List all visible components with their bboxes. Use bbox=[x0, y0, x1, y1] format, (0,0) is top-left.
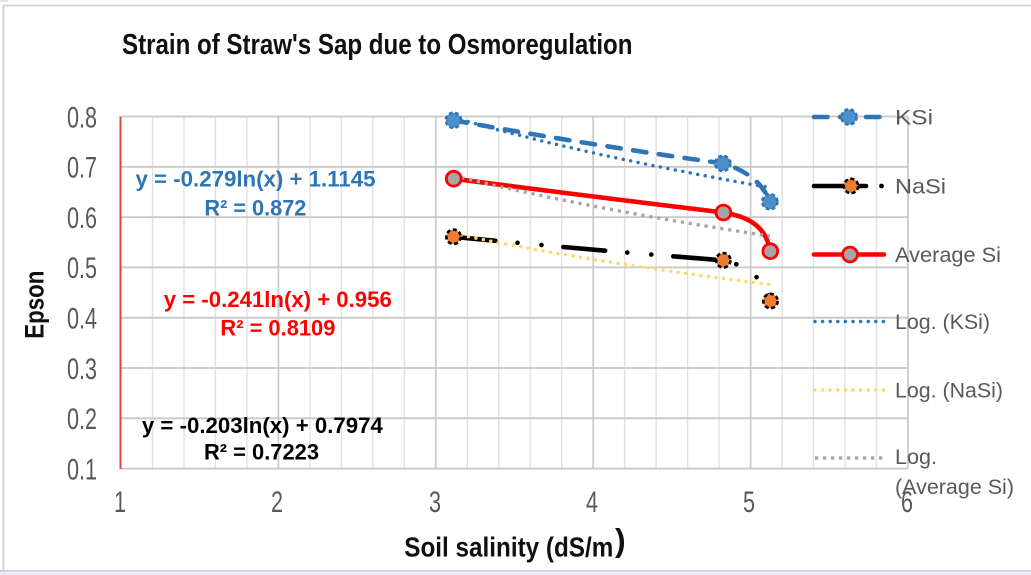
svg-text:Log. (KSi): Log. (KSi) bbox=[895, 311, 990, 334]
svg-text:0.1: 0.1 bbox=[67, 453, 97, 486]
svg-text:y = -0.279ln(x) + 1.1145: y = -0.279ln(x) + 1.1145 bbox=[136, 167, 376, 192]
svg-text:0.6: 0.6 bbox=[67, 202, 97, 235]
svg-text:y = -0.203ln(x) + 0.7974: y = -0.203ln(x) + 0.7974 bbox=[142, 413, 384, 438]
svg-text:3: 3 bbox=[429, 486, 441, 519]
svg-text:0.7: 0.7 bbox=[67, 152, 97, 185]
svg-text:2: 2 bbox=[271, 486, 283, 519]
svg-text:Epson: Epson bbox=[20, 271, 50, 339]
svg-text:6: 6 bbox=[901, 486, 913, 519]
svg-text:0.2: 0.2 bbox=[67, 403, 97, 436]
svg-text:0.3: 0.3 bbox=[67, 353, 97, 386]
svg-text:NaSi: NaSi bbox=[895, 176, 946, 199]
svg-text:0.8: 0.8 bbox=[67, 101, 97, 134]
svg-text:Strain of Straw's Sap due to O: Strain of Straw's Sap due to Osmoregulat… bbox=[122, 29, 633, 61]
svg-text:0.4: 0.4 bbox=[67, 303, 97, 336]
svg-text:R² = 0.872: R² = 0.872 bbox=[204, 196, 306, 221]
svg-text:KSi: KSi bbox=[895, 107, 933, 130]
svg-text:Log.: Log. bbox=[895, 446, 937, 469]
svg-text:Soil salinity (dS/m: Soil salinity (dS/m bbox=[404, 532, 613, 563]
svg-text:(Average Si): (Average Si) bbox=[895, 476, 1014, 499]
svg-text:1: 1 bbox=[114, 486, 126, 519]
svg-text:): ) bbox=[615, 523, 626, 559]
svg-text:Log. (NaSi): Log. (NaSi) bbox=[895, 380, 1003, 403]
svg-text:R² = 0.8109: R² = 0.8109 bbox=[220, 316, 335, 341]
svg-text:0.5: 0.5 bbox=[67, 252, 97, 285]
svg-text:R² = 0.7223: R² = 0.7223 bbox=[204, 440, 319, 465]
svg-text:Average Si: Average Si bbox=[895, 244, 1001, 267]
svg-text:4: 4 bbox=[586, 486, 598, 519]
svg-text:y = -0.241ln(x) + 0.956: y = -0.241ln(x) + 0.956 bbox=[164, 287, 392, 312]
svg-text:5: 5 bbox=[743, 486, 755, 519]
